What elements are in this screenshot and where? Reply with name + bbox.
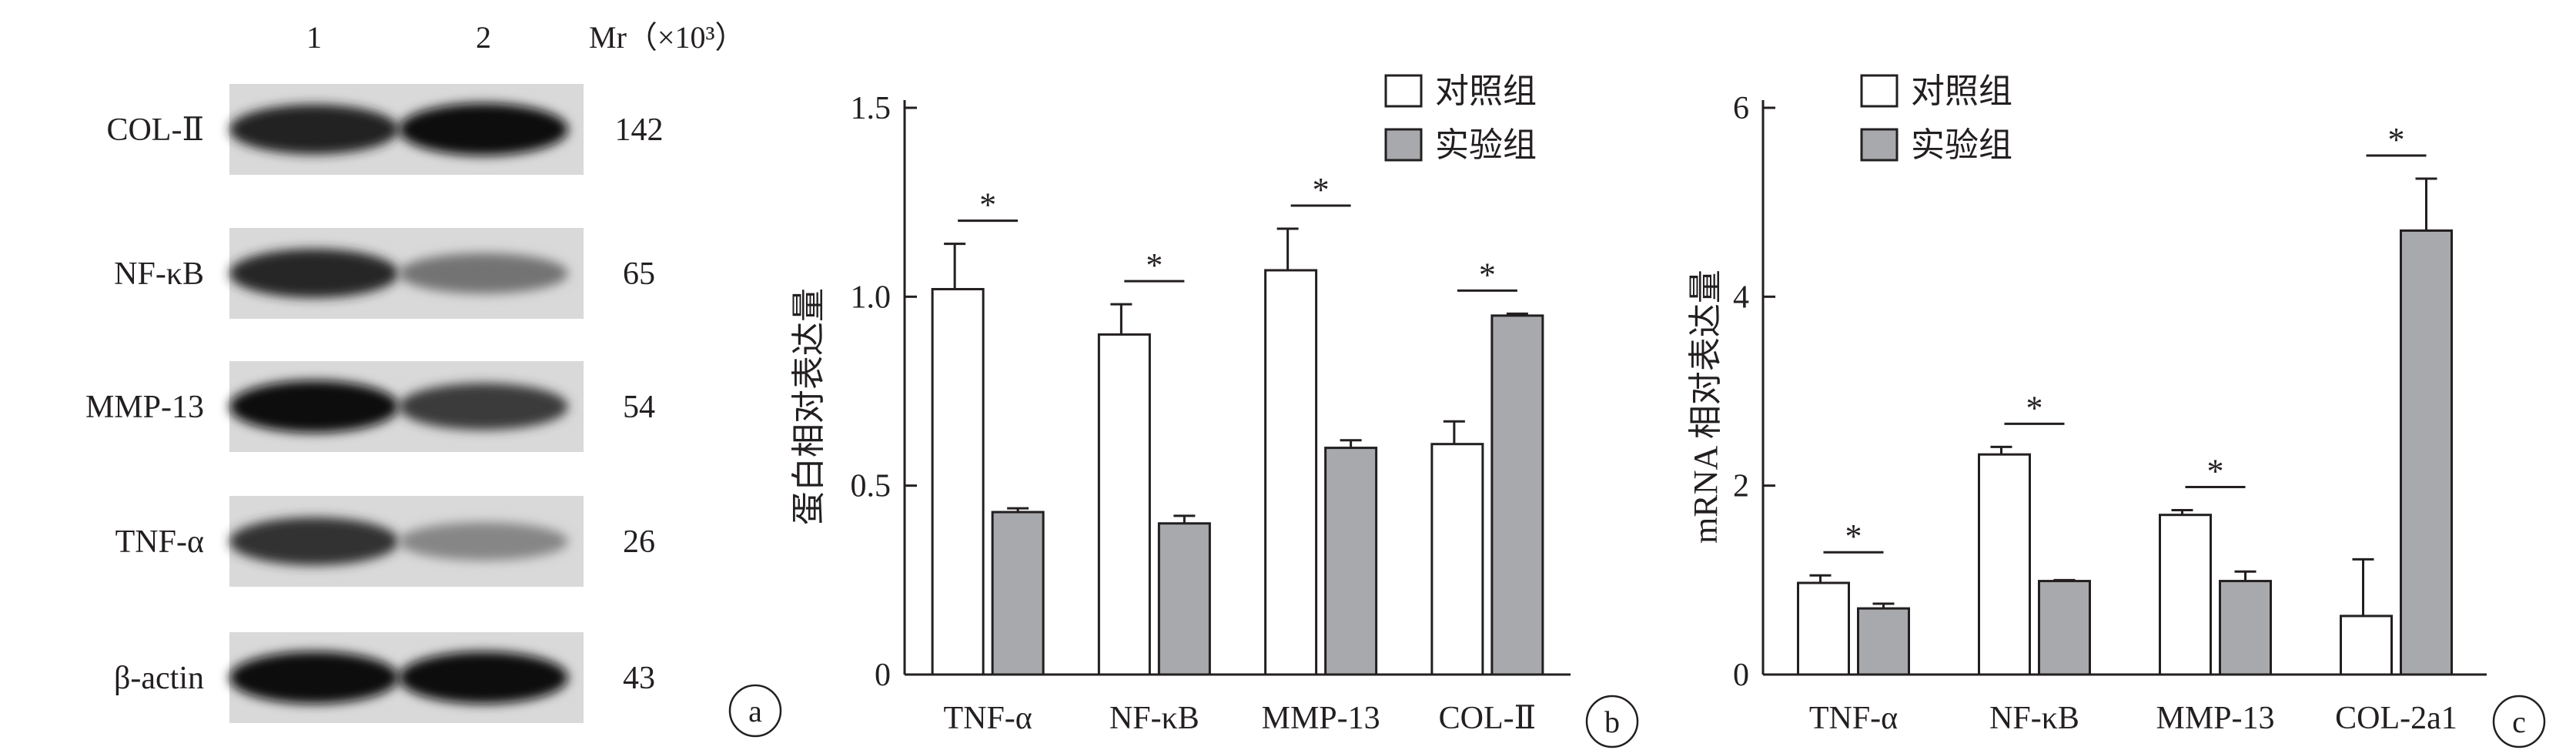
panel-badge-c: c: [2492, 695, 2546, 748]
blot-row: COL-Ⅱ 142: [106, 84, 664, 175]
significance-star: *: [1313, 171, 1330, 209]
protein-label: NF-κB: [114, 256, 204, 292]
bar-experimental: [2219, 580, 2272, 676]
bar-control: [1097, 333, 1151, 676]
blot-row: β-actin 43: [114, 632, 655, 723]
significance-star: *: [2026, 389, 2043, 427]
plot-area: 0 0.5 1.0 1.5 * TNF-α * NF-κB * MMP-13 * COL-Ⅱ 对照组实验…: [851, 72, 1571, 736]
mr-header: Mr（×10³）: [589, 20, 745, 55]
mr-value: 26: [623, 524, 655, 560]
bar-control: [1797, 581, 1850, 676]
blot-band-lane2: [399, 383, 568, 430]
bar-control: [2340, 614, 2393, 676]
blot-band-lane2: [399, 651, 568, 704]
panel-badge-c-label: c: [2512, 705, 2526, 739]
significance-star: *: [2388, 121, 2405, 159]
y-tick-label: 0: [875, 658, 891, 693]
x-tick-label: TNF-α: [1809, 701, 1898, 736]
x-tick-label: MMP-13: [2156, 701, 2274, 736]
blot-band-lane2: [399, 253, 568, 294]
bar-control: [2159, 514, 2212, 676]
protein-expression-chart: 蛋白相对表达量 0 0.5 1.0 1.5 * TNF-α * NF-κB * MMP-13 * CO…: [790, 72, 1639, 748]
protein-label: β-actin: [114, 661, 204, 696]
legend-swatch: [1860, 74, 1899, 108]
y-tick-label: 1.5: [851, 91, 892, 126]
blot-row: TNF-α 26: [115, 496, 655, 587]
lane-label-1: 1: [306, 20, 322, 55]
western-blot-panel: 1 2 Mr（×10³） COL-Ⅱ 142 NF-κB 65 MMP-13 54 TNF-…: [85, 20, 782, 738]
legend-label: 对照组: [1435, 72, 1537, 110]
blot-band-lane1: [229, 104, 399, 155]
panel-badge-a: a: [728, 684, 782, 738]
mrna-expression-chart: mRNA 相对表达量 0 2 4 6 * TNF-α * NF-κB * MMP-13 * COL-2…: [1687, 72, 2546, 748]
y-tick-label: 1.0: [851, 280, 892, 315]
blot-band-lane1: [229, 517, 399, 566]
blot-band-lane1: [229, 651, 399, 704]
bar-experimental: [2400, 229, 2453, 676]
bar-control: [1430, 443, 1484, 676]
x-tick-label: MMP-13: [1262, 701, 1380, 736]
blot-row: NF-κB 65: [114, 228, 655, 319]
significance-star: *: [2207, 453, 2224, 491]
bar-experimental: [1157, 522, 1211, 676]
bar-experimental: [991, 511, 1045, 676]
significance-star: *: [1845, 517, 1862, 555]
significance-star: *: [1479, 256, 1496, 293]
protein-label: MMP-13: [85, 390, 204, 425]
mr-value: 142: [615, 112, 664, 148]
legend-swatch: [1384, 74, 1423, 108]
lane-label-2: 2: [476, 20, 491, 55]
y-tick-label: 4: [1733, 280, 1749, 315]
y-tick-label: 0.5: [851, 469, 892, 504]
y-axis-label: 蛋白相对表达量: [790, 288, 828, 525]
bar-experimental: [1324, 447, 1378, 676]
legend-swatch: [1860, 128, 1899, 162]
blot-band-lane2: [399, 103, 568, 156]
bar-experimental: [1857, 607, 1910, 676]
y-tick-label: 6: [1733, 91, 1749, 126]
blot-band-lane1: [229, 249, 399, 298]
significance-star: *: [979, 186, 996, 224]
x-tick-label: NF-κB: [1109, 701, 1199, 736]
mr-value: 65: [623, 256, 655, 292]
mr-value: 43: [623, 661, 655, 696]
bar-control: [1264, 269, 1318, 676]
panel-badge-b: b: [1585, 695, 1639, 748]
x-tick-label: COL-2a1: [2335, 701, 2457, 736]
protein-label: TNF-α: [115, 524, 204, 560]
significance-star: *: [1146, 246, 1163, 284]
legend-label: 实验组: [1435, 126, 1537, 164]
legend-swatch: [1384, 128, 1423, 162]
blot-rows: COL-Ⅱ 142 NF-κB 65 MMP-13 54 TNF-α 26 β-actin 43: [85, 84, 664, 723]
blot-row: MMP-13 54: [85, 361, 655, 452]
panel-badge-b-label: b: [1604, 705, 1620, 739]
y-axis-label: mRNA 相对表达量: [1687, 270, 1725, 544]
y-tick-label: 0: [1733, 658, 1749, 693]
blot-band-lane2: [399, 522, 568, 561]
bar-experimental: [1490, 314, 1544, 676]
bar-control: [1978, 453, 2031, 676]
mr-value: 54: [623, 390, 655, 425]
x-tick-label: COL-Ⅱ: [1439, 701, 1537, 736]
blot-band-lane1: [229, 380, 399, 433]
legend-label: 对照组: [1911, 72, 2012, 110]
protein-label: COL-Ⅱ: [106, 112, 204, 148]
y-tick-label: 2: [1733, 469, 1749, 504]
bar-control: [931, 288, 985, 676]
legend-label: 实验组: [1911, 126, 2012, 164]
x-tick-label: NF-κB: [1989, 701, 2079, 736]
panel-badge-a-label: a: [748, 694, 762, 728]
x-tick-label: TNF-α: [943, 701, 1032, 736]
bar-experimental: [2038, 580, 2091, 676]
